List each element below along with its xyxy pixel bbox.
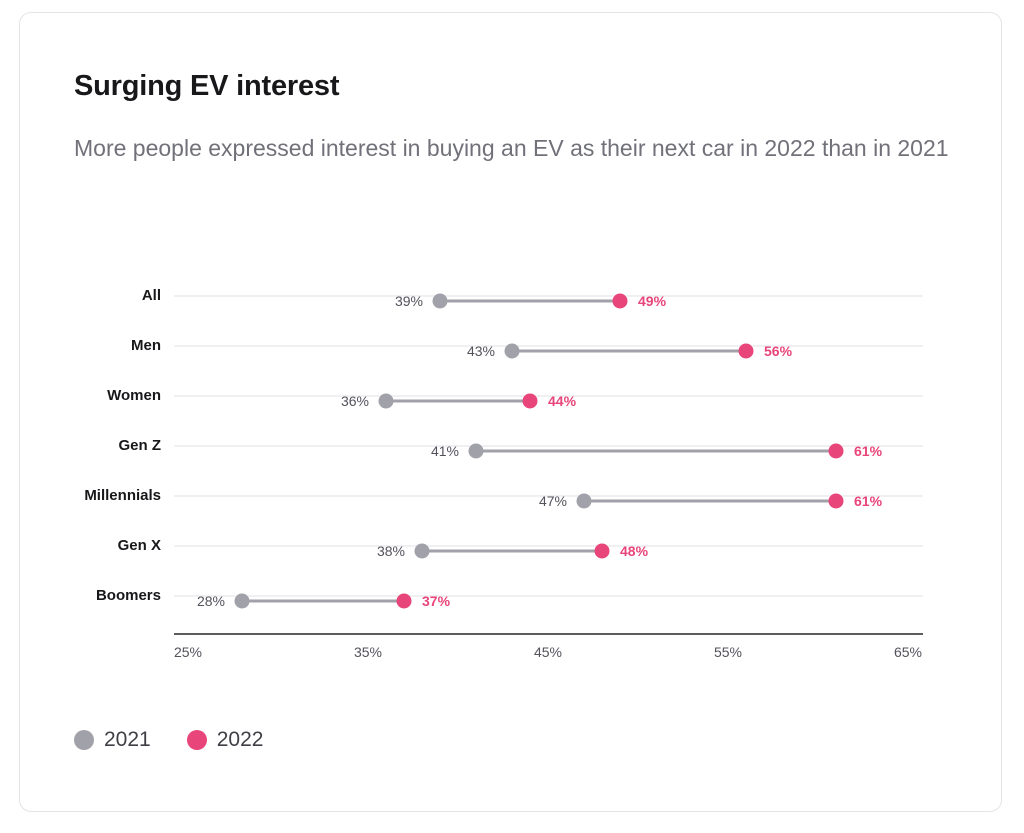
- data-label-2021: 36%: [341, 393, 369, 409]
- point-2021: [234, 593, 250, 609]
- category-label: Men: [131, 337, 161, 354]
- point-2021: [432, 293, 448, 309]
- data-label-2022: 61%: [854, 493, 883, 509]
- legend: 2021 2022: [74, 728, 263, 752]
- data-label-2022: 44%: [548, 393, 577, 409]
- data-label-2021: 38%: [377, 543, 405, 559]
- category-label: Boomers: [96, 587, 161, 604]
- point-2021: [378, 393, 394, 409]
- x-tick-label: 65%: [894, 644, 922, 660]
- point-2022: [396, 593, 412, 609]
- data-label-2021: 47%: [539, 493, 567, 509]
- legend-item-2022: 2022: [186, 728, 264, 752]
- point-2021: [414, 543, 430, 559]
- data-label-2021: 28%: [197, 593, 225, 609]
- chart-card: [19, 12, 1002, 812]
- legend-swatch-2021: [74, 730, 94, 750]
- legend-label-2022: 2022: [216, 728, 264, 751]
- category-label: Gen X: [118, 537, 161, 554]
- point-2022: [612, 293, 628, 309]
- data-label-2022: 49%: [638, 293, 667, 309]
- point-2022: [828, 493, 844, 509]
- point-2021: [504, 343, 520, 359]
- chart-subtitle: More people expressed interest in buying…: [74, 135, 949, 161]
- category-label: Gen Z: [118, 437, 161, 454]
- x-tick-label: 35%: [354, 644, 382, 660]
- data-label-2022: 61%: [854, 443, 883, 459]
- x-tick-label: 45%: [534, 644, 562, 660]
- point-2022: [738, 343, 754, 359]
- legend-item-2021: 2021: [74, 728, 151, 752]
- point-2021: [468, 443, 484, 459]
- category-label: All: [142, 287, 161, 304]
- data-label-2021: 39%: [395, 293, 423, 309]
- data-label-2021: 41%: [431, 443, 459, 459]
- point-2022: [594, 543, 610, 559]
- data-label-2021: 43%: [467, 343, 495, 359]
- data-label-2022: 37%: [422, 593, 451, 609]
- legend-swatch-2022: [186, 730, 207, 750]
- point-2021: [576, 493, 592, 509]
- category-label: Millennials: [84, 487, 161, 504]
- legend-label-2021: 2021: [104, 728, 151, 751]
- x-tick-label: 55%: [714, 644, 742, 660]
- category-label: Women: [107, 387, 161, 404]
- chart-title: Surging EV interest: [74, 70, 340, 102]
- point-2022: [828, 443, 844, 459]
- data-label-2022: 56%: [764, 343, 793, 359]
- data-label-2022: 48%: [620, 543, 649, 559]
- x-tick-label: 25%: [174, 644, 202, 660]
- point-2022: [522, 393, 538, 409]
